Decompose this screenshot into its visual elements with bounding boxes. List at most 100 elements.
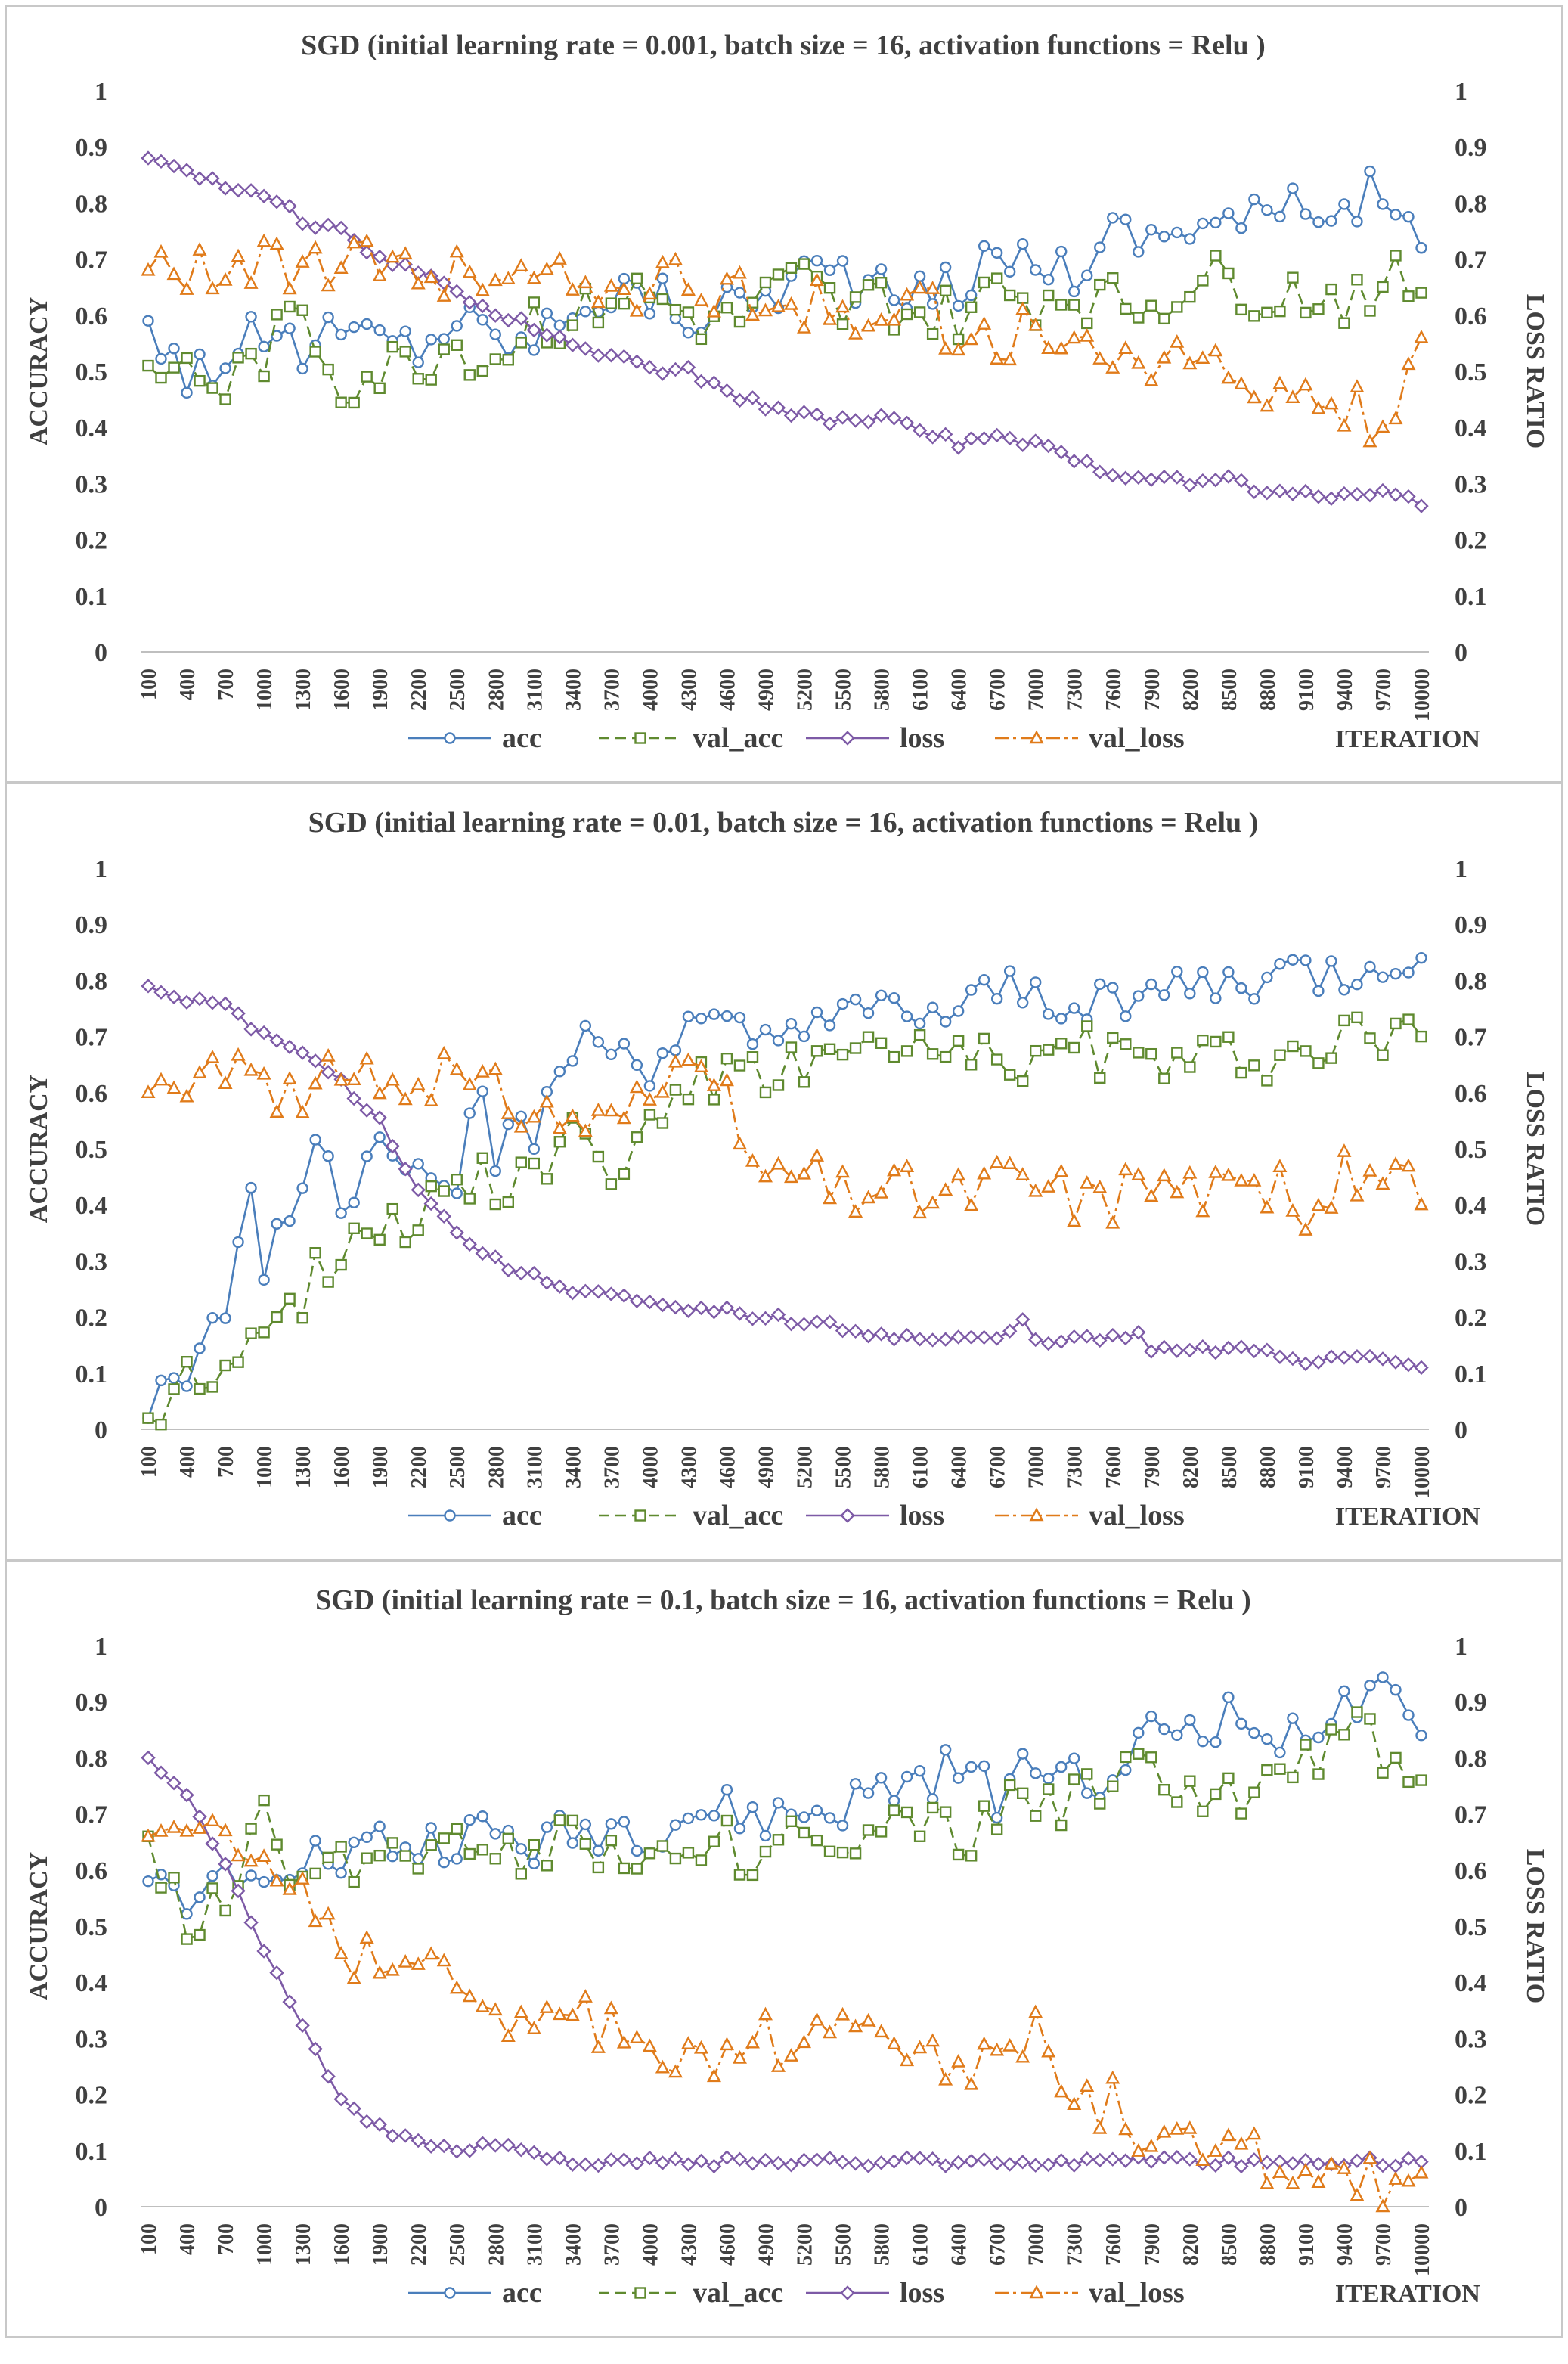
- panel-frame: [5, 1560, 1563, 2338]
- point-loss: [1311, 1354, 1326, 1370]
- y-tick-label: 0.2: [76, 527, 108, 555]
- point-acc: [168, 343, 180, 355]
- point-loss: [256, 188, 271, 204]
- y2-tick-label: 0.3: [1455, 2025, 1487, 2053]
- y2-tick-label: 0.9: [1455, 1689, 1487, 1717]
- point-val_loss: [835, 299, 851, 313]
- point-val_loss: [990, 2042, 1005, 2056]
- point-acc: [618, 1816, 631, 1828]
- point-loss: [719, 2150, 735, 2165]
- point-val_loss: [1195, 2152, 1210, 2166]
- point-val_acc: [656, 1840, 669, 1852]
- point-acc: [361, 1150, 373, 1162]
- point-loss: [899, 2150, 915, 2166]
- x-tick-label: 1300: [292, 669, 315, 711]
- point-acc: [322, 1150, 334, 1162]
- point-val_acc: [553, 1814, 566, 1826]
- legend-label-loss: loss: [900, 2277, 944, 2309]
- legend-label-val_acc: val_acc: [693, 1500, 783, 1531]
- x-tick-label: 400: [176, 1446, 200, 1478]
- point-val_loss: [308, 240, 323, 254]
- point-val_acc: [592, 1150, 605, 1163]
- point-val_acc: [438, 1185, 450, 1197]
- point-val_acc: [566, 319, 579, 331]
- y-tick-label: 0.3: [76, 2025, 108, 2053]
- point-val_loss: [308, 1913, 323, 1928]
- point-acc: [990, 992, 1003, 1005]
- point-val_acc: [451, 1174, 463, 1186]
- y-tick-label: 0.5: [76, 1913, 108, 1941]
- point-acc: [952, 1005, 965, 1017]
- point-acc: [373, 324, 386, 337]
- point-loss: [1144, 1344, 1159, 1359]
- point-loss: [732, 1306, 748, 1321]
- point-val_acc: [335, 1258, 347, 1271]
- point-val_loss: [655, 1084, 670, 1098]
- point-val_acc: [810, 1045, 823, 1057]
- point-val_acc: [643, 1847, 656, 1860]
- point-val_loss: [308, 1075, 323, 1090]
- point-val_loss: [655, 254, 670, 268]
- point-acc: [451, 1187, 463, 1199]
- point-val_acc: [194, 374, 206, 387]
- point-loss: [1131, 470, 1146, 485]
- point-val_loss: [488, 2002, 503, 2016]
- point-acc: [605, 1818, 618, 1830]
- point-val_acc: [1197, 1034, 1209, 1047]
- point-acc: [1325, 955, 1337, 967]
- point-val_loss: [1221, 2127, 1236, 2142]
- point-val_loss: [1028, 317, 1043, 331]
- point-acc: [271, 1218, 283, 1230]
- point-acc: [553, 319, 566, 332]
- x-tick-label: 9100: [1295, 1446, 1319, 1488]
- point-val_loss: [1080, 1175, 1095, 1189]
- point-val_loss: [874, 1184, 889, 1199]
- point-loss: [1144, 2154, 1159, 2169]
- point-loss: [1285, 1351, 1300, 1367]
- point-val_loss: [231, 1047, 246, 1061]
- point-val_acc: [425, 1839, 437, 1851]
- x-tick-label: 8500: [1218, 669, 1241, 711]
- series-line-acc: [147, 957, 1422, 1419]
- point-acc: [1287, 954, 1299, 966]
- x-tick-label: 5200: [794, 669, 817, 711]
- point-val_loss: [385, 249, 400, 263]
- point-val_loss: [1002, 352, 1018, 366]
- point-val_loss: [462, 1077, 477, 1090]
- point-val_acc: [862, 279, 875, 291]
- point-acc: [1364, 165, 1376, 178]
- point-acc: [965, 984, 978, 996]
- series-line-val_loss: [147, 1051, 1423, 1233]
- point-val_loss: [578, 275, 593, 289]
- point-val_acc: [913, 1028, 926, 1041]
- point-val_loss: [848, 1204, 863, 1218]
- point-val_acc: [309, 1867, 321, 1880]
- point-val_acc: [900, 1806, 913, 1819]
- point-acc: [463, 1813, 476, 1826]
- x-tick-label: 8500: [1218, 1446, 1241, 1488]
- point-val_loss: [321, 1906, 336, 1920]
- point-acc: [682, 1010, 695, 1022]
- point-val_loss: [964, 2076, 979, 2090]
- x-tick-label: 2800: [485, 669, 508, 711]
- point-val_loss: [1092, 2120, 1108, 2134]
- point-acc: [1043, 1773, 1055, 1785]
- point-val_acc: [386, 1202, 398, 1215]
- point-loss: [295, 1045, 310, 1060]
- point-loss: [192, 171, 207, 186]
- point-loss: [153, 1765, 169, 1780]
- point-acc: [373, 1820, 386, 1832]
- point-val_loss: [179, 281, 194, 295]
- point-val_acc: [875, 277, 888, 289]
- point-val_loss: [1131, 355, 1146, 369]
- point-loss: [565, 337, 581, 352]
- point-val_acc: [618, 1168, 631, 1180]
- point-val_loss: [925, 1195, 940, 1209]
- point-val_acc: [1222, 1772, 1235, 1785]
- point-loss: [963, 431, 979, 446]
- point-val_loss: [913, 2040, 928, 2054]
- point-val_loss: [719, 2037, 734, 2051]
- y-tick-label: 0.3: [76, 1248, 108, 1276]
- point-val_acc: [181, 352, 193, 365]
- panel-frame: [5, 5, 1563, 783]
